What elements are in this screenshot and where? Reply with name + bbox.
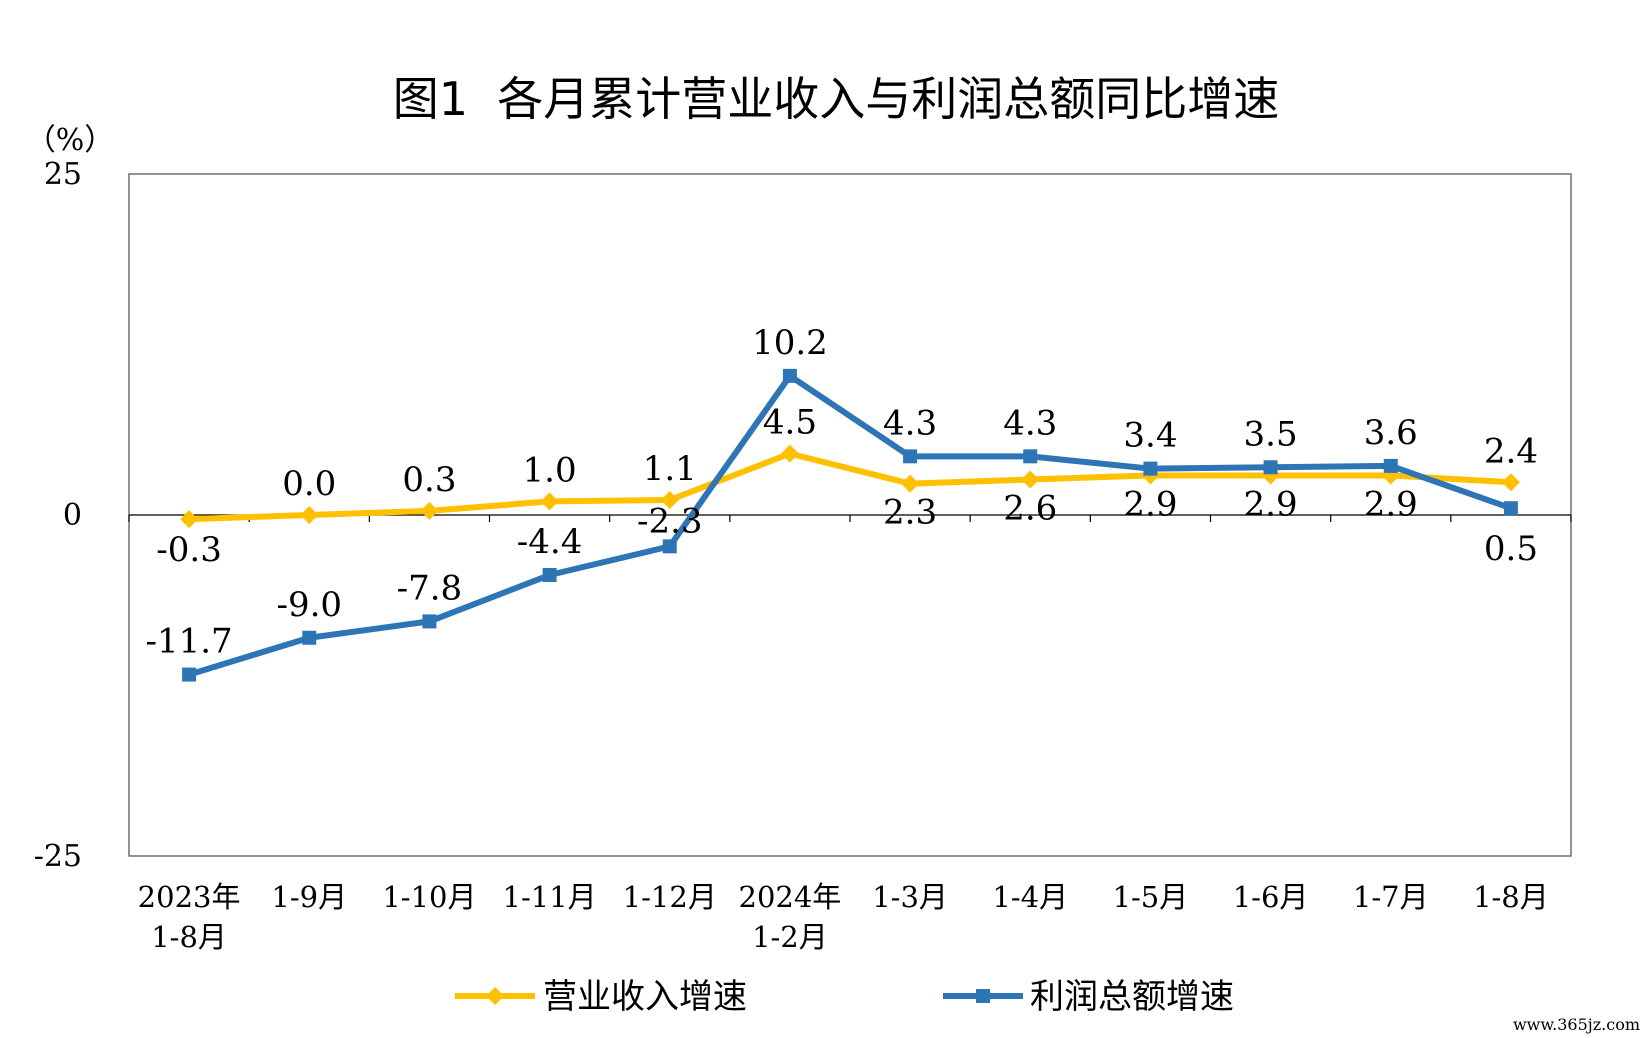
data-label: 10.2 (752, 323, 828, 363)
data-point (1021, 470, 1040, 489)
data-label: 4.5 (763, 403, 817, 443)
x-tick-label: 1-6月 (1233, 880, 1309, 914)
data-point (1143, 461, 1158, 476)
legend-label: 营业收入增速 (543, 977, 747, 1017)
x-tick-label: 1-12月 (623, 880, 717, 914)
x-tick-label: 2024年 (739, 880, 842, 914)
data-label: 4.3 (883, 403, 937, 443)
legend-item: 利润总额增速 (943, 977, 1234, 1017)
data-point (903, 449, 918, 464)
data-label: -7.8 (397, 568, 463, 608)
data-label: 3.6 (1364, 413, 1418, 453)
data-label: 4.3 (1003, 403, 1057, 443)
data-point (780, 444, 799, 463)
data-labels: -0.3 0.0 0.3 1.0 1.1 4.5 2.3 2.6 2.9 2.9 2.9 2.4 -11… (145, 323, 1537, 662)
data-label: -0.3 (156, 530, 222, 570)
series-layer (180, 368, 1520, 682)
series-profit (182, 368, 1518, 682)
x-tick-label: 1-3月 (872, 880, 948, 914)
data-point (662, 539, 677, 554)
legend-marker (976, 989, 990, 1003)
series-line (188, 450, 1512, 523)
x-tick-label: 1-7月 (1353, 880, 1429, 914)
data-point (420, 501, 439, 520)
data-label: -4.4 (517, 522, 583, 562)
data-point (660, 490, 679, 509)
chart-title: 图1 各月累计营业收入与利润总额同比增速 (393, 72, 1280, 126)
x-tick-label: 1-8月 (1473, 880, 1549, 914)
x-tick-label: 2023年 (138, 880, 241, 914)
x-tick-label: 1-2月 (752, 920, 828, 954)
series-line (188, 372, 1512, 678)
data-label: 2.9 (1244, 484, 1298, 524)
data-label: 3.5 (1244, 414, 1298, 454)
x-tick-label: 1-8月 (151, 920, 227, 954)
legend-marker (486, 987, 504, 1005)
data-point (1383, 458, 1398, 473)
data-point (542, 568, 557, 583)
y-tick-label: 0 (63, 498, 82, 533)
x-tick-label: 1-9月 (271, 880, 347, 914)
legend: 营业收入增速 利润总额增速 (455, 977, 1234, 1017)
x-tick-label: 1-5月 (1113, 880, 1189, 914)
legend-label: 利润总额增速 (1030, 977, 1234, 1017)
data-point (540, 492, 559, 511)
data-label: 1.0 (523, 450, 577, 490)
data-label: -9.0 (276, 585, 342, 625)
data-point (300, 506, 319, 524)
data-label: 0.0 (282, 464, 336, 504)
data-point (1263, 460, 1278, 475)
data-label: 0.3 (402, 460, 456, 500)
data-label: 2.4 (1484, 431, 1538, 471)
data-point (901, 474, 920, 493)
data-label: 2.6 (1003, 489, 1057, 529)
data-point (302, 630, 317, 645)
x-tick-marks (128, 515, 1572, 522)
data-point (1501, 473, 1520, 492)
data-label: 1.1 (643, 449, 697, 489)
y-axis-unit: （%） (26, 123, 115, 158)
y-tick-label: 25 (44, 157, 82, 192)
data-label: 3.4 (1123, 416, 1177, 456)
data-label: 2.9 (1364, 484, 1418, 524)
watermark: www.365jz.com (1513, 1015, 1640, 1034)
x-tick-labels: 2023年 1-8月 1-9月 1-10月 1-11月 1-12月 2024年 1-2月 1-3… (138, 880, 1549, 954)
legend-item: 营业收入增速 (455, 977, 747, 1017)
data-label: -11.7 (145, 622, 232, 662)
data-point (782, 368, 797, 383)
data-point (180, 510, 199, 529)
data-label: 0.5 (1484, 529, 1538, 569)
data-label: 2.3 (883, 493, 937, 533)
data-point (182, 667, 197, 682)
data-point (1023, 449, 1038, 464)
x-tick-label: 1-4月 (992, 880, 1068, 914)
data-label: -2.3 (637, 501, 703, 541)
y-tick-label: -25 (34, 839, 82, 874)
data-point (422, 614, 437, 629)
data-point (1503, 501, 1518, 516)
x-tick-label: 1-11月 (503, 880, 597, 914)
x-tick-label: 1-10月 (382, 880, 476, 914)
data-label: 2.9 (1123, 484, 1177, 524)
y-tick-labels: 25 0 -25 (34, 157, 82, 874)
